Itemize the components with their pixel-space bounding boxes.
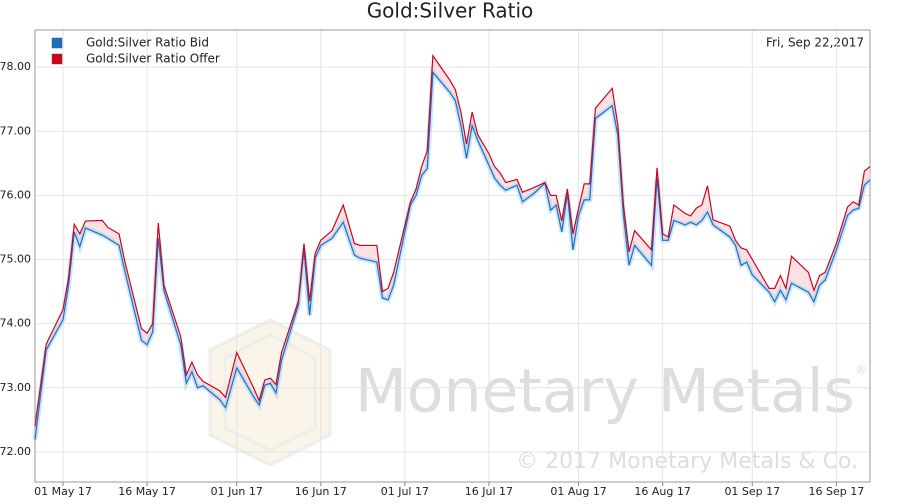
x-tick-label: 16 Aug 17 <box>634 485 690 498</box>
legend-swatch <box>51 37 63 49</box>
x-tick-label: 01 May 17 <box>34 485 92 498</box>
copyright: © 2017 Monetary Metals & Co. <box>516 449 858 474</box>
plot-frame <box>34 29 871 483</box>
y-tick-label: 76.00 <box>0 188 31 201</box>
x-tick-label: 16 Jul 17 <box>465 485 513 498</box>
legend-label: Gold:Silver Ratio Bid <box>86 36 209 50</box>
y-tick-label: 75.00 <box>0 253 31 266</box>
y-tick-label: 78.00 <box>0 60 31 73</box>
y-tick-label: 74.00 <box>0 317 31 330</box>
x-tick-label: 01 Aug 17 <box>550 485 606 498</box>
x-tick-label: 01 Jun 17 <box>211 485 263 498</box>
series-line <box>34 53 871 427</box>
legend-swatch <box>51 53 63 65</box>
x-tick-label: 01 Sep 17 <box>724 485 780 498</box>
x-tick-label: 01 Jul 17 <box>381 485 429 498</box>
x-tick-label: 16 Sep 17 <box>809 485 865 498</box>
x-tick-label: 16 Jun 17 <box>295 485 347 498</box>
watermark: Monetary Metals <box>355 357 855 427</box>
watermark-logo <box>208 318 332 467</box>
date-label: Fri, Sep 22,2017 <box>766 36 864 50</box>
x-tick-label: 16 May 17 <box>118 485 176 498</box>
watermark-mark: ® <box>855 363 867 377</box>
y-tick-label: 73.00 <box>0 381 31 394</box>
y-tick-label: 72.00 <box>0 445 31 458</box>
series-line <box>34 70 871 440</box>
y-tick-label: 77.00 <box>0 124 31 137</box>
chart-title: Gold:Silver Ratio <box>367 0 534 23</box>
legend-label: Gold:Silver Ratio Offer <box>86 52 220 66</box>
